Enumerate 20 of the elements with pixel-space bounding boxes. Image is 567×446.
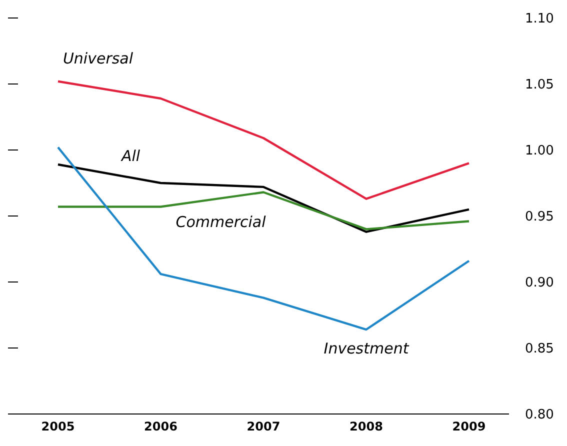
series-label: All bbox=[120, 147, 141, 165]
y-tick-label: 0.80 bbox=[525, 408, 554, 423]
line-series bbox=[56, 191, 470, 230]
x-tick-label: 2005 bbox=[41, 420, 75, 434]
line-series bbox=[56, 146, 470, 331]
y-tick-label: 1.00 bbox=[525, 144, 554, 159]
y-tick-label: 0.90 bbox=[525, 276, 554, 291]
x-tick-label: 2009 bbox=[452, 420, 486, 434]
series-label: Universal bbox=[62, 49, 134, 68]
x-tick-label: 2007 bbox=[246, 420, 280, 434]
series-label: Investment bbox=[324, 340, 410, 358]
line-series bbox=[56, 80, 470, 200]
y-tick-label: 1.10 bbox=[525, 12, 554, 27]
line-series bbox=[56, 163, 470, 233]
y-tick-label: 0.85 bbox=[525, 342, 554, 357]
y-tick-label: 1.05 bbox=[525, 78, 554, 93]
series-label: Commercial bbox=[176, 212, 267, 231]
x-tick-label: 2008 bbox=[350, 420, 383, 434]
x-tick-label: 2006 bbox=[144, 420, 178, 434]
y-tick-label: 0.95 bbox=[525, 210, 554, 225]
